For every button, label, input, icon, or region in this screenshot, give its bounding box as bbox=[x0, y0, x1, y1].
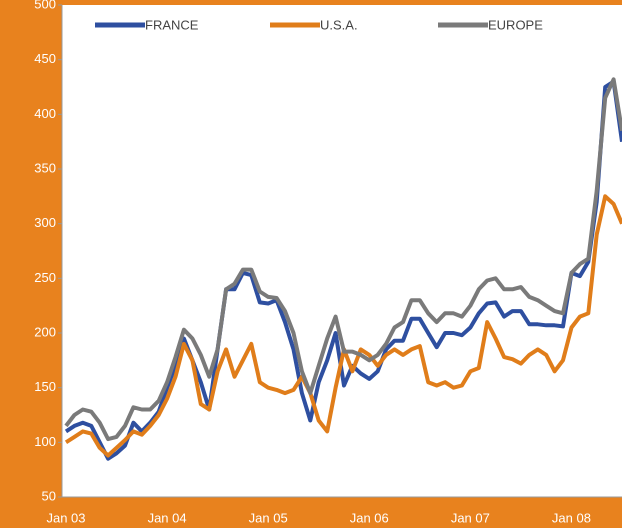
y-tick-label: 450 bbox=[34, 51, 56, 66]
x-tick-label: Jan 03 bbox=[46, 510, 85, 525]
plot-area bbox=[62, 5, 622, 497]
y-tick-label: 100 bbox=[34, 434, 56, 449]
x-tick-label: Jan 05 bbox=[249, 510, 288, 525]
y-tick-label: 50 bbox=[42, 488, 56, 503]
x-tick-label: Jan 04 bbox=[148, 510, 187, 525]
y-tick-label: 400 bbox=[34, 106, 56, 121]
x-tick-label: Jan 07 bbox=[451, 510, 490, 525]
y-tick-label: 150 bbox=[34, 379, 56, 394]
y-tick-label: 200 bbox=[34, 324, 56, 339]
x-tick-label: Jan 08 bbox=[552, 510, 591, 525]
y-tick-label: 500 bbox=[34, 0, 56, 11]
series-line bbox=[64, 77, 622, 442]
x-tick-label: Jan 06 bbox=[350, 510, 389, 525]
y-tick-label: 300 bbox=[34, 215, 56, 230]
y-tick-label: 250 bbox=[34, 270, 56, 285]
legend-label: EUROPE bbox=[488, 17, 543, 32]
legend-label: U.S.A. bbox=[320, 17, 358, 32]
y-tick-label: 350 bbox=[34, 160, 56, 175]
legend-label: FRANCE bbox=[145, 17, 199, 32]
